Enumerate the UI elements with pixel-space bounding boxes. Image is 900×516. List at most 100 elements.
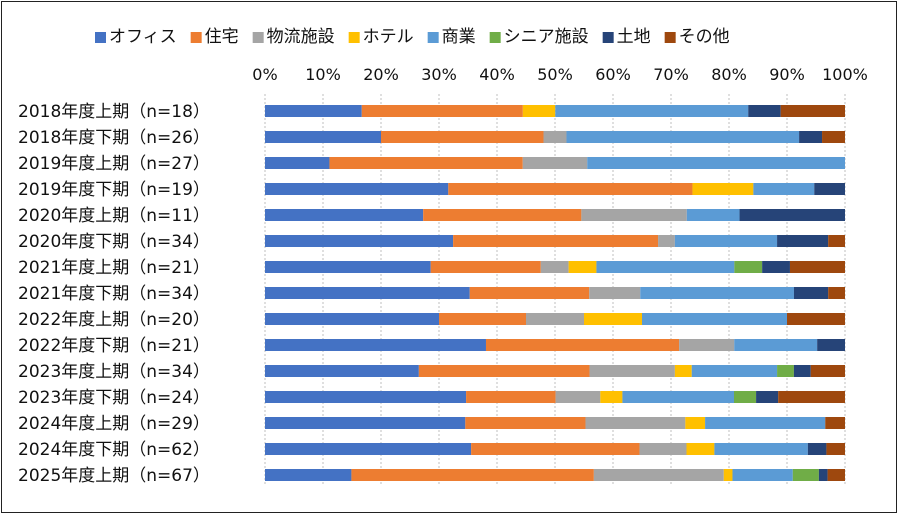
legend-swatch: [427, 32, 439, 43]
bar-segment: [807, 443, 827, 455]
bar-segment: [265, 391, 467, 403]
bar-segment: [423, 209, 582, 221]
bar-segment: [732, 469, 793, 481]
bar-row: [265, 157, 845, 169]
bar-segment: [469, 287, 590, 299]
bar-segment: [756, 391, 779, 403]
x-tick-label: 40%: [479, 65, 515, 84]
bar-segment: [685, 417, 706, 429]
bar-segment: [828, 235, 845, 247]
bar-segment: [543, 131, 567, 143]
bar-segment: [430, 261, 541, 273]
category-label: 2024年度下期（n=62）: [18, 440, 210, 460]
legend-item: ホテル: [348, 27, 414, 47]
bar-segment: [799, 131, 823, 143]
bar-segment: [448, 183, 693, 195]
x-tick-label: 20%: [363, 65, 399, 84]
category-label: 2025年度上期（n=67）: [18, 466, 210, 486]
bar-segment: [265, 469, 352, 481]
category-labels: 2018年度上期（n=18） 2018年度下期（n=26） 2019年度上期（n=2…: [18, 102, 210, 486]
bar-segment: [814, 183, 845, 195]
bar-segment: [674, 235, 778, 247]
bar-segment: [789, 261, 845, 273]
bar-segment: [526, 313, 584, 325]
x-tick-label: 30%: [421, 65, 457, 84]
bar-segment: [787, 313, 845, 325]
category-label: 2018年度上期（n=18）: [18, 102, 210, 122]
x-tick-label: 0%: [252, 65, 277, 84]
legend-item: 物流施設: [252, 27, 335, 47]
bar-segment: [265, 365, 419, 377]
bar-segment: [777, 235, 829, 247]
legend-item: 住宅: [190, 27, 239, 47]
x-tick-label: 10%: [305, 65, 341, 84]
bar-segment: [734, 261, 763, 273]
bar-segment: [792, 469, 819, 481]
bar-row: [265, 313, 845, 325]
bar-segment: [540, 261, 569, 273]
bar-segment: [265, 105, 362, 117]
bar-row: [265, 261, 845, 273]
legend-label: 物流施設: [267, 27, 335, 47]
legend-swatch: [190, 32, 202, 43]
bar-segment: [584, 313, 642, 325]
bar-segment: [753, 183, 815, 195]
bar-segment: [596, 261, 735, 273]
bar-row: [265, 183, 845, 195]
bar-segment: [714, 443, 808, 455]
bar-segment: [679, 339, 735, 351]
bar-segment: [265, 313, 439, 325]
bar-segment: [439, 313, 526, 325]
bar-row: [265, 287, 845, 299]
bar-segment: [265, 235, 454, 247]
bar-segment: [471, 443, 640, 455]
bar-segment: [827, 469, 845, 481]
bar-segment: [705, 417, 826, 429]
bar-segment: [381, 131, 544, 143]
bar-segment: [778, 391, 845, 403]
bar-segment: [793, 287, 829, 299]
bar-segment: [466, 391, 556, 403]
bar-segment: [581, 209, 687, 221]
bar-segment: [822, 131, 845, 143]
bar-row: [265, 235, 845, 247]
bar-segment: [555, 105, 749, 117]
bar-segment: [265, 443, 472, 455]
bar-segment: [622, 391, 734, 403]
bar-segment: [265, 261, 431, 273]
bar-segment: [777, 365, 794, 377]
legend-label: 商業: [442, 27, 476, 47]
category-label: 2024年度上期（n=29）: [18, 414, 210, 434]
bar-row: [265, 131, 845, 143]
bar-segment: [265, 287, 470, 299]
bar-segment: [642, 313, 787, 325]
x-tick-label: 90%: [769, 65, 805, 84]
legend-label: 住宅: [205, 27, 239, 47]
bar-segment: [566, 131, 800, 143]
bar-segment: [587, 157, 845, 169]
legend: オフィス 住宅 物流施設 ホテル 商業 シニア施設 土地 その他: [95, 27, 730, 47]
legend-label: 土地: [617, 27, 651, 47]
bar-segment: [265, 417, 466, 429]
bar-row: [265, 105, 845, 117]
legend-item: オフィス: [95, 27, 177, 47]
legend-item: 土地: [602, 27, 651, 47]
x-axis-tick-labels: 0% 10% 20% 30% 40% 50% 60% 70% 80% 90% 100%: [252, 65, 868, 84]
bar-segment: [265, 183, 449, 195]
legend-swatch: [664, 32, 676, 43]
bar-segment: [265, 209, 424, 221]
bar-segment: [674, 365, 692, 377]
bar-segment: [568, 261, 597, 273]
legend-swatch: [602, 32, 614, 43]
category-label: 2022年度上期（n=20）: [18, 310, 210, 330]
category-label: 2020年度上期（n=11）: [18, 206, 210, 226]
bar-segment: [733, 391, 757, 403]
category-label: 2022年度下期（n=21）: [18, 336, 210, 356]
x-tick-label: 80%: [711, 65, 747, 84]
legend-swatch: [252, 32, 264, 43]
legend-label: ホテル: [363, 27, 414, 47]
bar-segment: [793, 365, 811, 377]
bar-segment: [453, 235, 659, 247]
bar-segment: [723, 469, 733, 481]
